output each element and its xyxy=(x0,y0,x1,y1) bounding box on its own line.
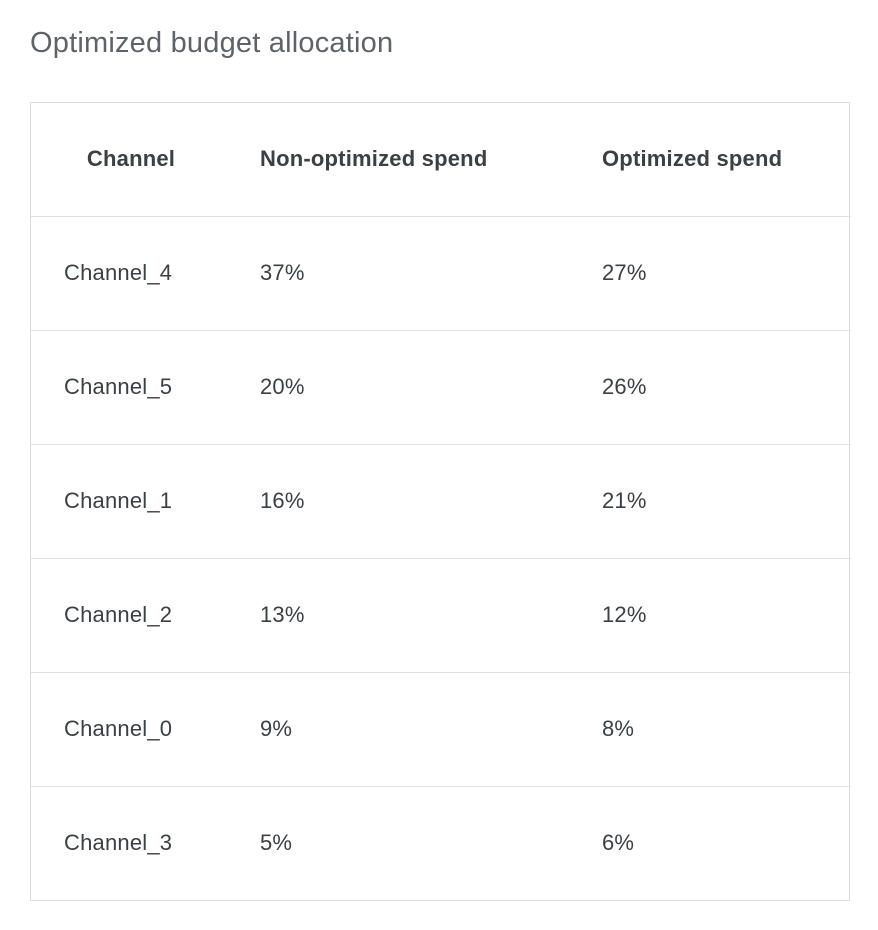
cell-channel: Channel_0 xyxy=(31,672,231,787)
table-header: Channel Non-optimized spend Optimized sp… xyxy=(31,102,851,217)
column-header-channel: Channel xyxy=(31,102,231,217)
cell-non-optimized-spend: 5% xyxy=(260,830,293,856)
cell-channel: Channel_2 xyxy=(31,558,231,673)
cell-channel: Channel_4 xyxy=(31,216,231,331)
cell-channel: Channel_3 xyxy=(64,830,173,856)
page-title: Optimized budget allocation xyxy=(30,27,394,59)
cell-optimized-spend: 6% xyxy=(602,830,635,856)
table-row: Channel_0 9% 8% xyxy=(31,672,851,787)
cell-non-optimized-spend: 20% xyxy=(231,330,573,445)
table-row: Channel_2 13% 12% xyxy=(31,558,851,673)
table-row: Channel_1 16% 21% xyxy=(31,444,851,559)
cell-channel: Channel_1 xyxy=(31,444,231,559)
column-header-non-optimized-spend: Non-optimized spend xyxy=(231,102,573,217)
budget-allocation-card: Channel Non-optimized spend Optimized sp… xyxy=(30,101,851,901)
cell-non-optimized-spend: 9% xyxy=(231,672,573,787)
cell-optimized-spend: 8% xyxy=(573,672,851,787)
column-header-optimized-spend: Optimized spend xyxy=(573,102,851,217)
table-row: Channel_3 5% 6% xyxy=(31,786,851,900)
table-body: Channel_4 37% 27% Channel_5 20% 26% Chan… xyxy=(31,216,851,900)
budget-allocation-table: Channel Non-optimized spend Optimized sp… xyxy=(31,102,851,900)
cell-optimized-spend: 12% xyxy=(573,558,851,673)
cell-non-optimized-spend: 13% xyxy=(231,558,573,673)
cell-non-optimized-spend: 16% xyxy=(231,444,573,559)
cell-optimized-spend: 27% xyxy=(573,216,851,331)
cell-optimized-spend: 21% xyxy=(573,444,851,559)
cell-channel: Channel_5 xyxy=(31,330,231,445)
cell-non-optimized-spend: 37% xyxy=(231,216,573,331)
cell-optimized-spend: 26% xyxy=(573,330,851,445)
header-row: Channel Non-optimized spend Optimized sp… xyxy=(31,102,851,217)
table-row: Channel_4 37% 27% xyxy=(31,216,851,331)
table-row: Channel_5 20% 26% xyxy=(31,330,851,445)
